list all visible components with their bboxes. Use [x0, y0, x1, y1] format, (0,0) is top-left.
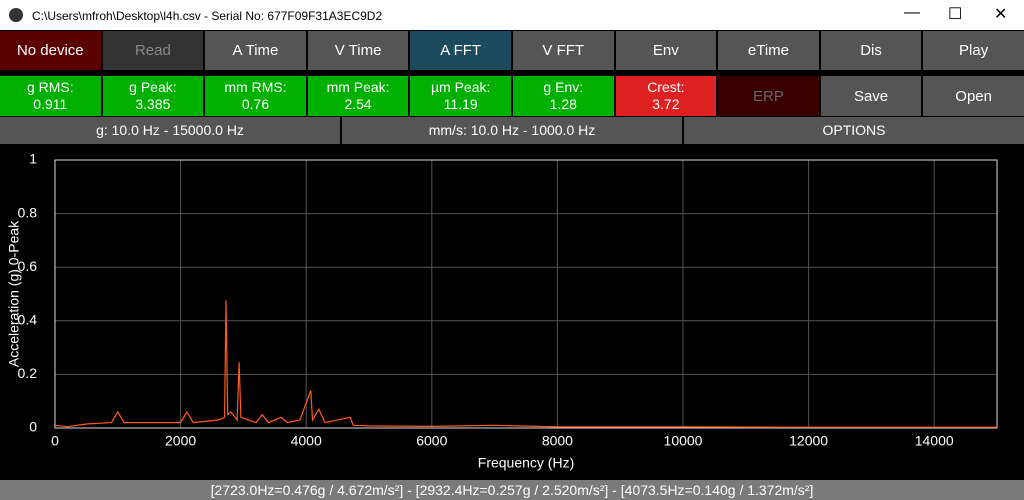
y-axis-label: Acceleration (g) 0-Peak — [6, 220, 22, 367]
x-tick-label: 6000 — [416, 433, 447, 449]
chart: Frequency (Hz) Acceleration (g) 0-Peak 0… — [0, 146, 1024, 478]
plot-border — [54, 159, 998, 429]
metric-value: 3.72 — [652, 96, 680, 112]
toolbar-button[interactable]: A Time — [205, 31, 306, 70]
toolbar-button[interactable]: eTime — [718, 31, 819, 70]
x-tick-label: 2000 — [165, 433, 196, 449]
y-tick-label: 0.2 — [18, 365, 38, 381]
metric-tile: g Env: 1.28 — [512, 76, 614, 116]
y-tick-label: 0.8 — [18, 204, 38, 220]
metric-label: g RMS: — [26, 79, 74, 95]
metric-value: 2.54 — [344, 96, 372, 112]
close[interactable]: ✕ — [994, 6, 1008, 23]
metric-tile: mm Peak: 2.54 — [307, 76, 409, 116]
metric-label: mm RMS: — [224, 79, 287, 95]
minimize[interactable]: — — [904, 4, 920, 21]
x-axis-label: Frequency (Hz) — [478, 455, 574, 471]
maximize[interactable]: ☐ — [948, 6, 963, 23]
metric-label: g Peak: — [129, 79, 177, 95]
x-tick-label: 10000 — [664, 433, 703, 449]
action-button[interactable]: ERP — [718, 76, 819, 116]
metric-tile: mm RMS: 0.76 — [205, 76, 306, 116]
x-tick-label: 14000 — [915, 433, 954, 449]
filter-button[interactable]: g: 10.0 Hz - 15000.0 Hz — [0, 117, 340, 144]
x-tick-label: 4000 — [291, 433, 322, 449]
y-tick-label: 0.4 — [18, 312, 38, 328]
action-button[interactable]: Open — [923, 76, 1024, 116]
metric-value: 1.28 — [549, 96, 577, 112]
toolbar-button[interactable]: V FFT — [512, 31, 614, 70]
metrics-row: g RMS: 0.911 g Peak: 3.385 mm RMS: 0.76 mm Pea… — [0, 76, 1024, 116]
app-icon — [9, 8, 23, 22]
metric-label: g Env: — [543, 79, 584, 95]
window-title: C:\Users\mfroh\Desktop\l4h.csv - Serial … — [32, 9, 383, 23]
toolbar-button[interactable]: Dis — [820, 31, 922, 70]
toolbar-button[interactable]: A FFT — [410, 31, 511, 70]
metric-tile: µm Peak: 11.19 — [410, 76, 511, 116]
y-tick-label: 0.6 — [18, 258, 38, 274]
toolbar: No device Read A Time V Time A FFT V FFT Env eT… — [0, 31, 1024, 70]
toolbar-button[interactable]: Read — [102, 31, 204, 70]
toolbar-button[interactable]: Env — [615, 31, 717, 70]
metric-tile: g Peak: 3.385 — [102, 76, 204, 116]
x-tick-label: 12000 — [789, 433, 828, 449]
metric-value: 0.76 — [241, 96, 270, 112]
y-tick-label: 1 — [29, 151, 37, 167]
x-tick-label: 0 — [51, 433, 59, 449]
toolbar-button[interactable]: V Time — [307, 31, 409, 70]
action-button[interactable]: Save — [820, 76, 922, 116]
toolbar-button[interactable]: No device — [0, 31, 101, 70]
filter-button[interactable]: OPTIONS — [684, 117, 1024, 144]
metric-label: mm Peak: — [326, 79, 390, 95]
metric-value: 3.385 — [135, 96, 171, 112]
x-tick-label: 8000 — [542, 433, 573, 449]
metric-label: Crest: — [647, 79, 685, 95]
status-bar: [2723.0Hz=0.476g / 4.672m/s²] - [2932.4H… — [0, 480, 1024, 500]
metric-label: µm Peak: — [430, 79, 491, 95]
metric-value: 0.911 — [33, 96, 68, 112]
metric-value: 11.19 — [443, 96, 478, 112]
spectrum-line — [54, 300, 997, 428]
filters-row: g: 10.0 Hz - 15000.0 Hz mm/s: 10.0 Hz - 1… — [0, 117, 1024, 144]
metric-tile: g RMS: 0.911 — [0, 76, 101, 116]
metric-tile: Crest: 3.72 — [615, 76, 717, 116]
filter-button[interactable]: mm/s: 10.0 Hz - 1000.0 Hz — [342, 117, 682, 144]
title-bar: C:\Users\mfroh\Desktop\l4h.csv - Serial … — [0, 0, 1024, 30]
y-tick-label: 0 — [29, 419, 37, 435]
toolbar-button[interactable]: Play — [923, 31, 1024, 70]
